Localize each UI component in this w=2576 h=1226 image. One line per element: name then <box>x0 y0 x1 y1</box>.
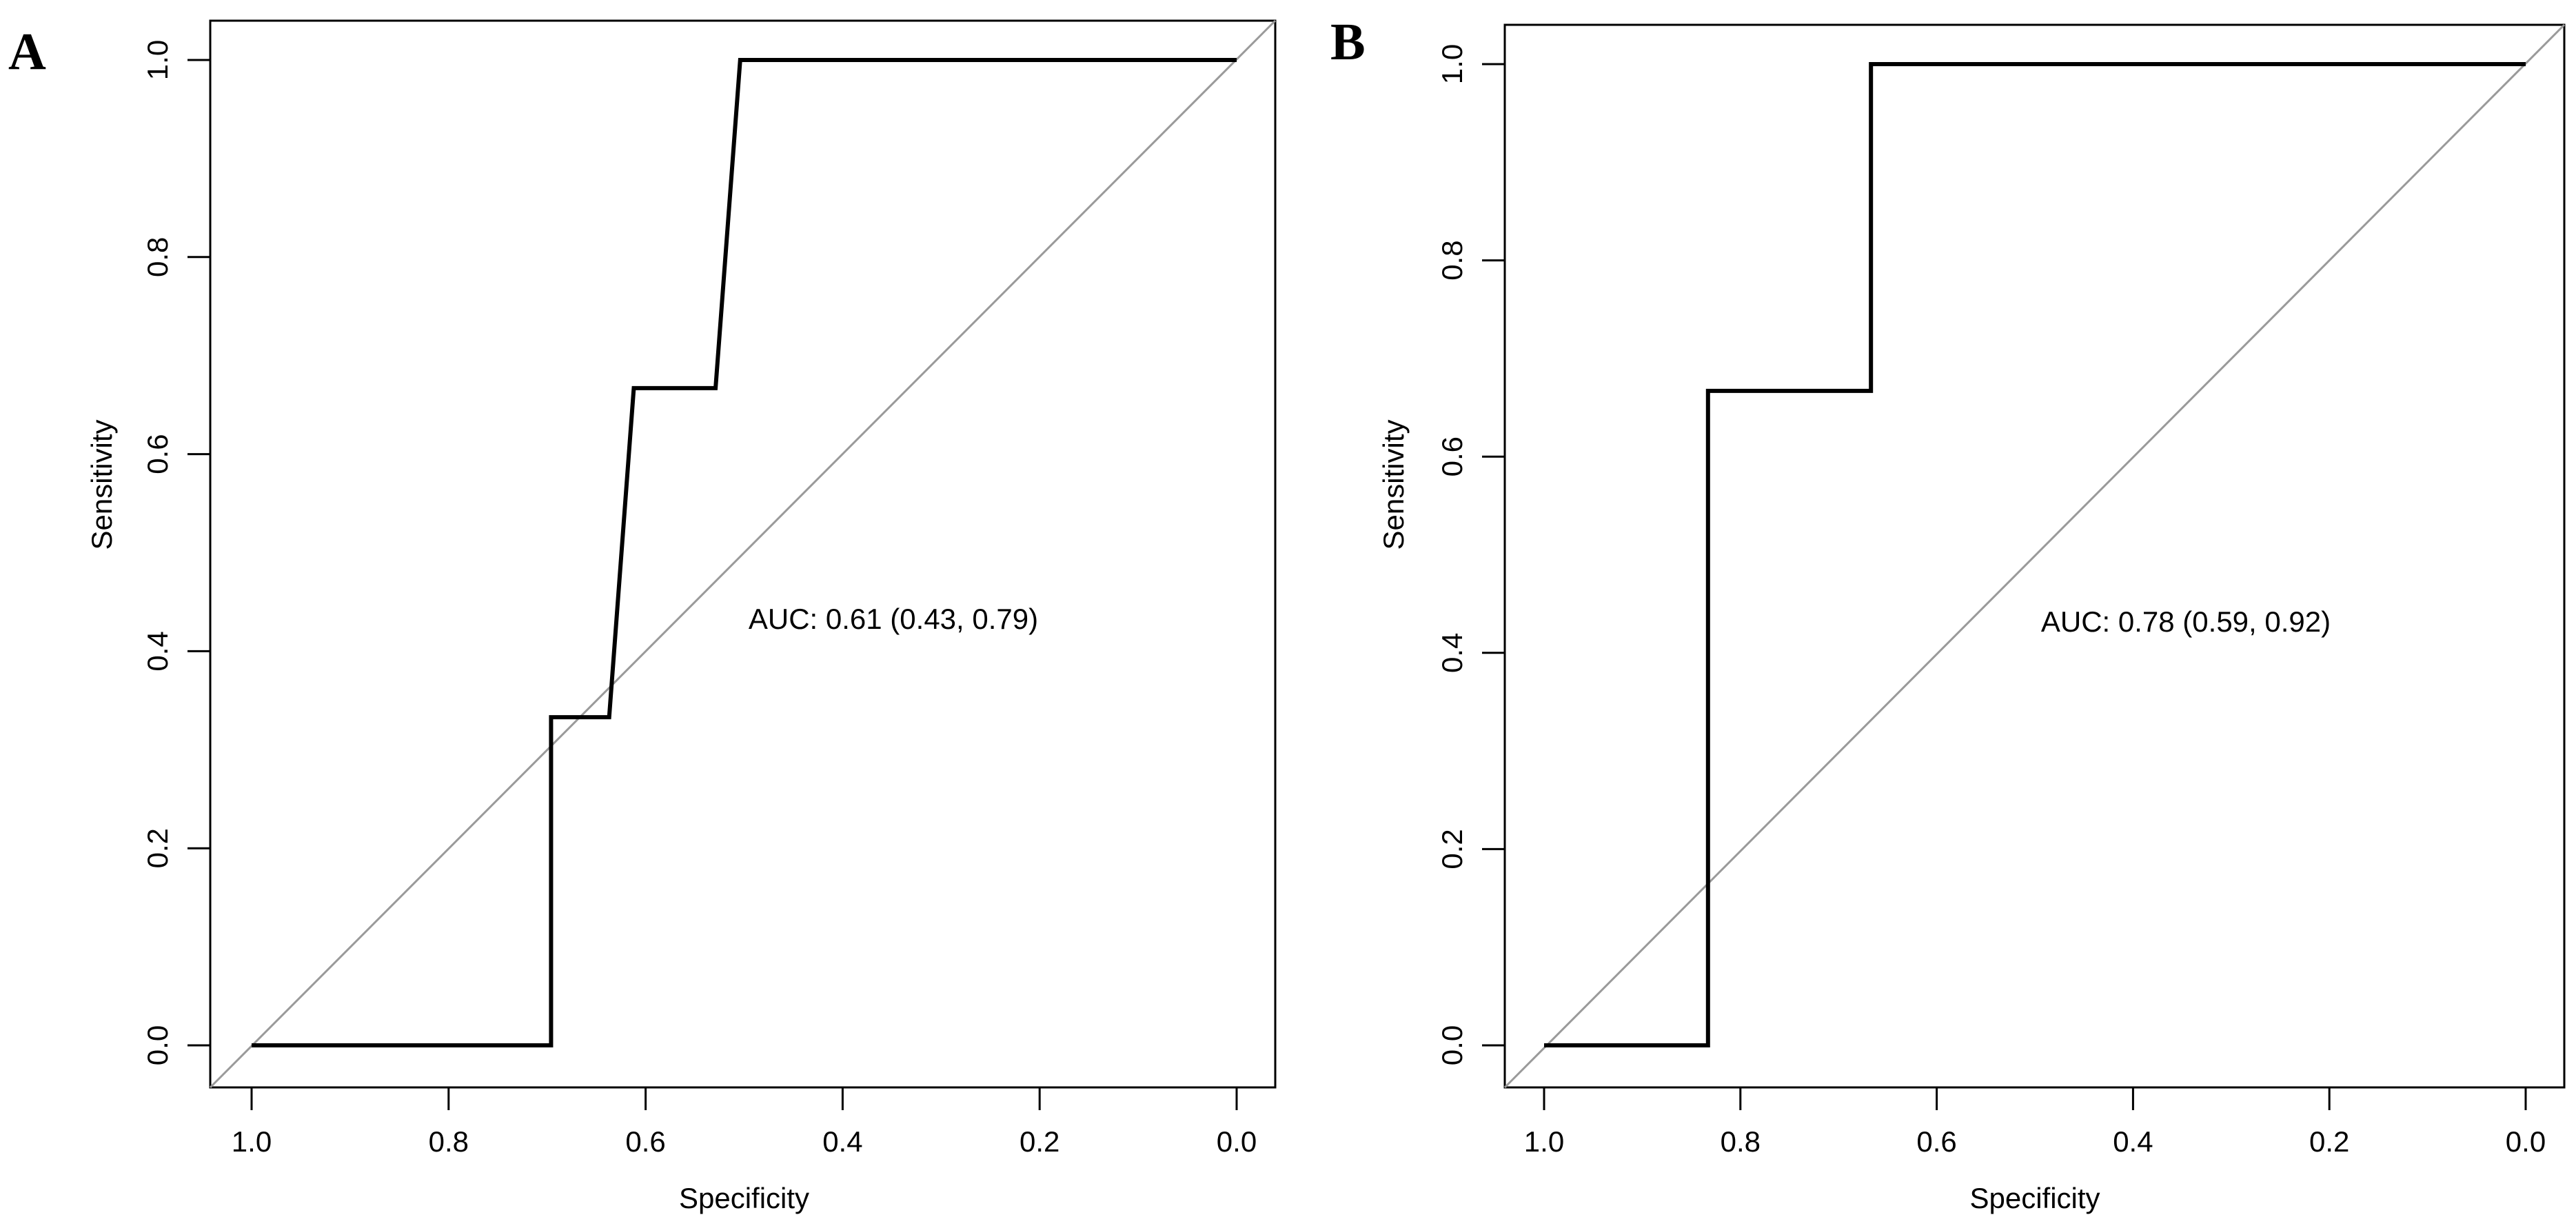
x-tick-label: 0.8 <box>429 1125 469 1158</box>
y-axis-b: 0.0 0.2 0.4 0.6 0.8 1.0 Sensitivity <box>1377 44 1506 1065</box>
y-tick-label: 0.0 <box>1436 1025 1468 1065</box>
auc-annotation-a: AUC: 0.61 (0.43, 0.79) <box>749 603 1038 635</box>
y-tick-label: 0.2 <box>1436 829 1468 869</box>
y-tick-label: 0.4 <box>1436 633 1468 673</box>
y-tick-label: 0.6 <box>1436 436 1468 476</box>
roc-curve-b <box>1544 62 2526 1047</box>
x-tick-label: 1.0 <box>1524 1125 1564 1158</box>
reference-diagonal-b <box>1503 23 2566 1089</box>
panel-label-b: B <box>1330 13 1366 71</box>
x-tick-label: 0.6 <box>1916 1125 1956 1158</box>
x-tick-label: 0.2 <box>2309 1125 2349 1158</box>
y-tick-label: 0.8 <box>1436 240 1468 280</box>
y-axis-title-a: Sensitivity <box>85 419 118 550</box>
panel-label-a: A <box>8 23 46 81</box>
y-tick-label: 0.8 <box>141 237 174 277</box>
x-tick-label: 0.0 <box>1217 1125 1257 1158</box>
y-tick-label: 1.0 <box>1436 44 1468 84</box>
panel-a: A 0.0 0.2 0.4 0.6 0.8 1.0 Sensitivity <box>8 19 1277 1214</box>
panel-b: B 0.0 0.2 0.4 0.6 0.8 1.0 Sensitivity <box>1330 13 2566 1214</box>
x-tick-label: 0.8 <box>1721 1125 1761 1158</box>
reference-diagonal-a <box>209 19 1277 1089</box>
y-tick-label: 0.4 <box>141 631 174 671</box>
y-tick-label: 0.2 <box>141 828 174 868</box>
y-axis-title-b: Sensitivity <box>1377 419 1410 550</box>
x-axis-title-b: Specificity <box>1969 1182 2100 1214</box>
x-tick-label: 1.0 <box>232 1125 272 1158</box>
y-axis-a: 0.0 0.2 0.4 0.6 0.8 1.0 Sensitivity <box>85 40 212 1065</box>
roc-curve-a <box>252 58 1237 1047</box>
x-tick-label: 0.0 <box>2506 1125 2546 1158</box>
x-tick-label: 0.2 <box>1020 1125 1059 1158</box>
x-axis-b: 1.0 0.8 0.6 0.4 0.2 0.0 Specificity <box>1524 1086 2546 1214</box>
x-tick-label: 0.4 <box>2113 1125 2153 1158</box>
y-tick-label: 0.6 <box>141 434 174 474</box>
x-axis-title-a: Specificity <box>679 1182 809 1214</box>
y-tick-label: 1.0 <box>141 40 174 80</box>
auc-annotation-b: AUC: 0.78 (0.59, 0.92) <box>2041 605 2331 638</box>
x-tick-label: 0.4 <box>822 1125 862 1158</box>
y-tick-label: 0.0 <box>141 1025 174 1065</box>
x-axis-a: 1.0 0.8 0.6 0.4 0.2 0.0 Specificity <box>232 1086 1257 1214</box>
x-tick-label: 0.6 <box>625 1125 665 1158</box>
